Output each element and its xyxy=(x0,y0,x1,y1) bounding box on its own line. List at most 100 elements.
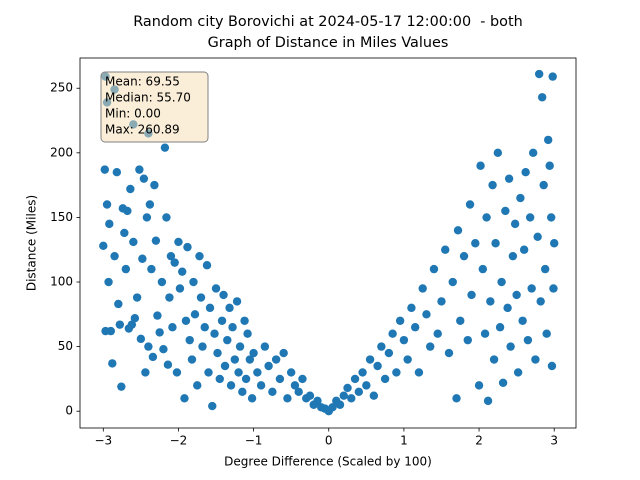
point xyxy=(141,368,150,377)
point xyxy=(347,394,356,403)
point xyxy=(157,277,167,287)
point xyxy=(437,297,446,306)
point xyxy=(358,368,367,377)
point xyxy=(151,236,161,245)
point xyxy=(219,290,228,300)
point xyxy=(268,387,277,397)
y-tick-label: 200 xyxy=(50,145,73,159)
point xyxy=(456,316,465,325)
point xyxy=(155,328,164,337)
point xyxy=(399,335,409,345)
point xyxy=(166,251,176,261)
point xyxy=(193,381,202,390)
chart-title: Random city Borovichi at 2024-05-17 12:0… xyxy=(133,14,523,30)
point xyxy=(380,374,390,384)
point xyxy=(142,213,152,222)
point xyxy=(429,264,439,274)
point xyxy=(139,174,149,183)
point xyxy=(271,355,281,364)
point xyxy=(414,368,424,377)
point xyxy=(467,290,476,300)
point xyxy=(205,303,215,313)
point xyxy=(537,93,547,102)
point xyxy=(183,242,192,252)
point xyxy=(225,303,234,313)
y-tick-label: 50 xyxy=(58,339,73,353)
point xyxy=(228,323,237,332)
point xyxy=(418,284,427,293)
x-tick-label: −1 xyxy=(245,434,263,448)
point xyxy=(108,359,117,368)
point xyxy=(190,310,200,319)
y-tick-label: 100 xyxy=(50,275,73,289)
point xyxy=(531,355,540,364)
point xyxy=(160,143,170,152)
point xyxy=(230,355,240,364)
point xyxy=(518,316,527,325)
point xyxy=(211,284,221,293)
point xyxy=(208,401,217,411)
point xyxy=(476,161,485,170)
point xyxy=(153,311,162,320)
point xyxy=(202,261,212,270)
point xyxy=(215,374,224,384)
point xyxy=(187,355,197,364)
y-tick-label: 0 xyxy=(65,404,73,418)
point xyxy=(489,355,499,364)
axes-frame xyxy=(79,57,577,429)
point xyxy=(478,264,488,274)
points xyxy=(99,69,559,416)
point xyxy=(204,368,213,377)
y-tick-label: 250 xyxy=(50,81,73,95)
point xyxy=(165,293,174,302)
point xyxy=(144,342,153,351)
point xyxy=(482,213,491,222)
point xyxy=(444,348,454,358)
point xyxy=(126,184,135,194)
point xyxy=(127,320,137,329)
point xyxy=(298,374,307,384)
point xyxy=(168,323,177,332)
point xyxy=(384,348,394,358)
point xyxy=(459,251,469,261)
point xyxy=(313,396,322,406)
point xyxy=(213,348,222,358)
point xyxy=(150,180,159,190)
point xyxy=(528,148,538,158)
point xyxy=(433,329,442,338)
point xyxy=(513,368,523,377)
point xyxy=(106,326,116,336)
point xyxy=(539,180,548,190)
point xyxy=(275,374,285,384)
point xyxy=(548,72,557,81)
point xyxy=(249,348,258,358)
point xyxy=(486,297,495,306)
point xyxy=(410,323,420,332)
point xyxy=(114,299,123,309)
point xyxy=(533,232,542,241)
point xyxy=(120,228,129,238)
point xyxy=(185,335,194,345)
x-tick-label: 1 xyxy=(400,434,408,448)
point xyxy=(241,374,251,384)
point xyxy=(480,329,490,338)
y-axis-label: Distance (Miles) xyxy=(25,195,39,291)
point xyxy=(339,391,348,400)
point xyxy=(223,335,232,345)
point xyxy=(354,387,364,397)
point xyxy=(210,329,219,338)
x-axis-label: Degree Difference (Scaled by 100) xyxy=(224,455,432,469)
point xyxy=(501,206,510,216)
point xyxy=(189,277,198,287)
stats-text: Mean: 69.55 xyxy=(105,75,180,89)
point xyxy=(525,213,535,222)
point xyxy=(123,206,132,216)
point xyxy=(226,381,236,390)
point xyxy=(534,69,544,79)
x-tick-label: 3 xyxy=(550,434,558,448)
x-tick-label: −2 xyxy=(170,434,188,448)
point xyxy=(283,394,292,403)
point xyxy=(129,237,138,247)
point xyxy=(540,264,550,274)
point xyxy=(147,264,156,274)
